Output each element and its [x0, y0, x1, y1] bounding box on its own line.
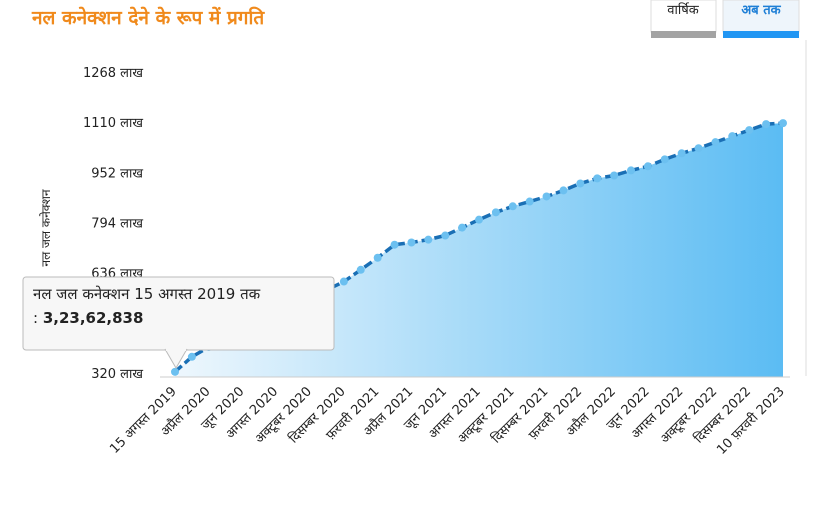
point [711, 138, 720, 147]
chart-title: नल कनेक्शन देने के रूप में प्रगति [31, 6, 265, 29]
tooltip-number: 3,23,62,838 [43, 309, 144, 327]
tooltip-value: : 3,23,62,838 [33, 309, 143, 327]
point [424, 235, 433, 244]
tooltip-sep: : [33, 309, 38, 327]
point [610, 171, 619, 180]
point [593, 174, 602, 183]
tab-label[interactable]: वार्षिक [667, 2, 699, 18]
point [542, 192, 551, 201]
point [627, 166, 635, 175]
point [491, 208, 500, 217]
point [643, 162, 652, 171]
point [441, 231, 450, 240]
point [694, 144, 703, 153]
y-tick-label: 1268 लाख [83, 66, 143, 81]
tooltip-title: नल जल कनेक्शन 15 अगस्त 2019 तक [33, 285, 261, 303]
tab-total[interactable]: अब तक [722, 0, 800, 38]
point [525, 197, 534, 206]
point [356, 265, 365, 274]
point [390, 240, 399, 249]
y-tick-label: 952 लाख [91, 166, 143, 181]
point [576, 179, 585, 188]
y-axis-label: नल जल कनेक्शन [39, 189, 53, 266]
tab-annual[interactable]: वार्षिक [650, 0, 717, 38]
point [677, 149, 686, 158]
point [187, 352, 196, 361]
tooltip: नल जल कनेक्शन 15 अगस्त 2019 तक : 3,23,62… [22, 276, 335, 369]
point [171, 367, 179, 376]
y-tick-label: 1110 लाख [83, 116, 143, 131]
point [559, 186, 568, 195]
tab-label[interactable]: अब तक [741, 3, 781, 18]
point [475, 215, 483, 224]
point [407, 238, 416, 247]
point [779, 119, 787, 128]
point [728, 132, 737, 141]
y-tick-label: 794 लाख [91, 217, 143, 232]
point [458, 223, 467, 232]
point [762, 120, 771, 129]
y-tick-label: 320 लाख [91, 367, 143, 382]
point [745, 126, 754, 135]
point [339, 277, 348, 286]
point [508, 202, 517, 211]
point [373, 253, 382, 262]
point [660, 155, 669, 164]
